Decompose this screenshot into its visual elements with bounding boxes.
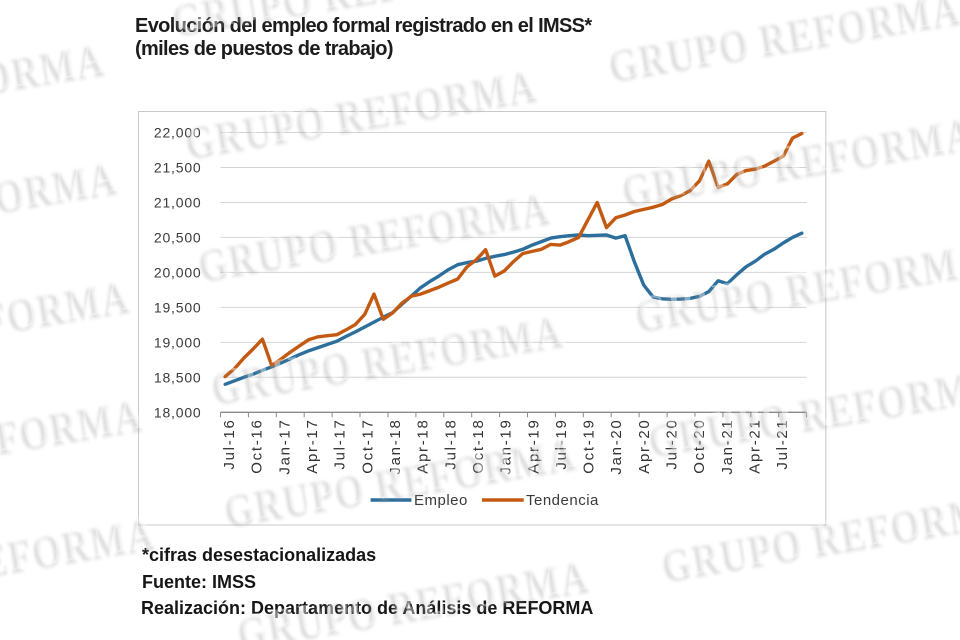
svg-text:GRUPO REFORMA: GRUPO REFORMA [211,302,570,412]
svg-text:GRUPO REFORMA: GRUPO REFORMA [661,480,960,590]
svg-text:Jan-18: Jan-18 [387,419,404,475]
svg-text:20,500: 20,500 [154,229,202,245]
svg-text:Oct-17: Oct-17 [359,419,376,474]
svg-text:21,000: 21,000 [154,195,202,211]
svg-text:Apr-21: Apr-21 [747,419,764,474]
svg-text:GRUPO REFORMA: GRUPO REFORMA [185,57,544,167]
svg-text:Jul-19: Jul-19 [553,419,570,470]
svg-text:19,000: 19,000 [154,334,202,350]
svg-text:Jul-21: Jul-21 [774,419,791,470]
svg-text:Empleo: Empleo [414,492,468,509]
svg-text:Apr-20: Apr-20 [636,419,653,474]
svg-text:18,000: 18,000 [154,404,202,420]
svg-text:GRUPO REFORMA: GRUPO REFORMA [635,230,960,340]
svg-text:19,500: 19,500 [154,299,202,315]
svg-text:21,500: 21,500 [154,160,202,176]
svg-text:Oct-20: Oct-20 [691,419,708,474]
svg-text:Apr-19: Apr-19 [525,419,542,474]
svg-text:Jul-16: Jul-16 [221,419,238,470]
svg-text:Oct-18: Oct-18 [470,419,487,474]
svg-text:Jan-19: Jan-19 [498,418,515,474]
svg-text:GRUPO REFORMA: GRUPO REFORMA [0,505,162,615]
svg-text:Jan-17: Jan-17 [276,419,293,475]
svg-text:GRUPO REFORMA: GRUPO REFORMA [0,386,149,496]
svg-text:GRUPO REFORMA: GRUPO REFORMA [648,355,960,465]
svg-text:GRUPO REFORMA: GRUPO REFORMA [224,425,583,535]
svg-text:Apr-18: Apr-18 [415,419,432,474]
svg-text:Oct-16: Oct-16 [249,419,266,474]
svg-text:Tendencia: Tendencia [526,492,599,509]
svg-text:Jan-20: Jan-20 [608,419,625,475]
svg-text:Apr-17: Apr-17 [304,419,321,474]
svg-text:GRUPO REFORMA: GRUPO REFORMA [237,547,596,640]
svg-text:GRUPO REFORMA: GRUPO REFORMA [621,104,960,214]
svg-text:Jul-20: Jul-20 [664,419,681,470]
svg-text:22,000: 22,000 [154,125,202,141]
svg-text:20,000: 20,000 [154,264,202,280]
svg-text:Jul-18: Jul-18 [442,419,459,470]
svg-text:GRUPO REFORMA: GRUPO REFORMA [608,0,960,90]
svg-text:Oct-19: Oct-19 [581,419,598,474]
svg-text:GRUPO REFORMA: GRUPO REFORMA [198,179,557,289]
svg-text:Jul-17: Jul-17 [332,419,349,470]
svg-text:Jan-21: Jan-21 [719,419,736,475]
svg-text:18,500: 18,500 [154,369,202,385]
